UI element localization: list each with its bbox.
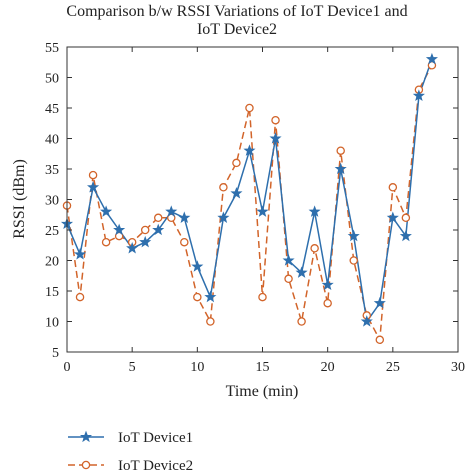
x-tick-label: 0 (64, 360, 71, 375)
data-point-circle (101, 237, 111, 247)
data-point-star (152, 223, 165, 236)
data-point-circle (206, 317, 215, 326)
y-tick-label: 10 (45, 316, 59, 331)
data-point-star (165, 205, 178, 217)
data-point-circle (297, 317, 306, 326)
data-point-star (373, 296, 386, 309)
data-point-star (282, 254, 295, 266)
data-point-star (100, 205, 113, 217)
data-point-star (191, 260, 204, 272)
data-point-circle (375, 335, 385, 345)
data-point-star (230, 187, 243, 199)
series-markers (60, 52, 438, 345)
data-point-circle (323, 298, 332, 308)
data-point-star (425, 52, 438, 65)
series-line (66, 58, 433, 324)
data-point-circle (388, 183, 398, 192)
data-point-star (295, 266, 308, 278)
legend: IoT Device1 IoT Device2 (68, 430, 193, 474)
data-point-circle (219, 183, 228, 192)
data-point-circle (401, 213, 411, 223)
data-point-star (347, 229, 360, 242)
data-point-circle (258, 292, 267, 302)
data-point-star (399, 229, 412, 242)
y-tick-label: 40 (45, 133, 59, 148)
data-point-circle (180, 237, 189, 247)
chart-title-line2: IoT Device2 (196, 21, 278, 38)
data-point-star (412, 89, 425, 101)
y-tick-label: 35 (45, 163, 59, 178)
data-point-circle (140, 225, 150, 235)
data-point-star (321, 278, 334, 291)
y-tick-label: 15 (45, 285, 59, 300)
x-tick-label: 5 (129, 360, 136, 375)
data-point-circle (232, 158, 241, 168)
data-point-star (386, 211, 399, 223)
data-point-circle (310, 244, 319, 253)
legend-label: IoT Device2 (118, 458, 193, 474)
data-point-circle (193, 292, 202, 302)
x-tick-label: 25 (386, 360, 400, 375)
series-lines (66, 58, 433, 343)
data-point-star (139, 235, 152, 248)
data-point-star (360, 315, 373, 327)
y-tick-label: 55 (45, 41, 59, 56)
data-point-circle (271, 115, 280, 125)
data-point-star (256, 205, 269, 217)
x-tick-label: 15 (256, 360, 270, 375)
data-point-circle (153, 213, 163, 223)
data-point-star (204, 290, 217, 303)
data-point-star (126, 241, 139, 254)
y-tick-label: 30 (45, 194, 59, 209)
data-point-star (334, 162, 347, 175)
series-line (66, 64, 433, 343)
plot-frame (66, 46, 459, 353)
data-point-circle (349, 256, 358, 265)
data-point-circle (336, 146, 345, 155)
data-point-circle (88, 170, 98, 180)
legend-marker-star (79, 430, 93, 443)
data-point-star (243, 144, 256, 156)
y-tick-label: 50 (45, 72, 59, 87)
chart-title-line1: Comparison b/w RSSI Variations of IoT De… (66, 3, 408, 20)
y-axis-label: RSSI (dBm) (11, 159, 28, 239)
data-point-circle (284, 274, 293, 284)
data-point-star (308, 205, 321, 217)
y-tick-label: 25 (45, 224, 59, 239)
y-tick-label: 45 (45, 102, 59, 117)
legend-marker-circle (81, 460, 91, 470)
data-point-circle (75, 292, 85, 302)
data-point-star (178, 211, 191, 223)
data-point-star (269, 132, 282, 144)
legend-label: IoT Device1 (118, 430, 193, 446)
data-point-star (113, 223, 126, 236)
x-tick-label: 30 (451, 360, 465, 375)
y-tick-label: 5 (52, 346, 59, 361)
data-point-star (87, 180, 100, 193)
y-tick-label: 20 (45, 255, 59, 270)
x-axis-label: Time (min) (226, 383, 299, 400)
data-point-circle (245, 103, 254, 113)
x-tick-label: 20 (321, 360, 335, 375)
data-point-star (217, 211, 230, 223)
x-tick-label: 10 (190, 360, 204, 375)
data-point-star (73, 248, 87, 260)
